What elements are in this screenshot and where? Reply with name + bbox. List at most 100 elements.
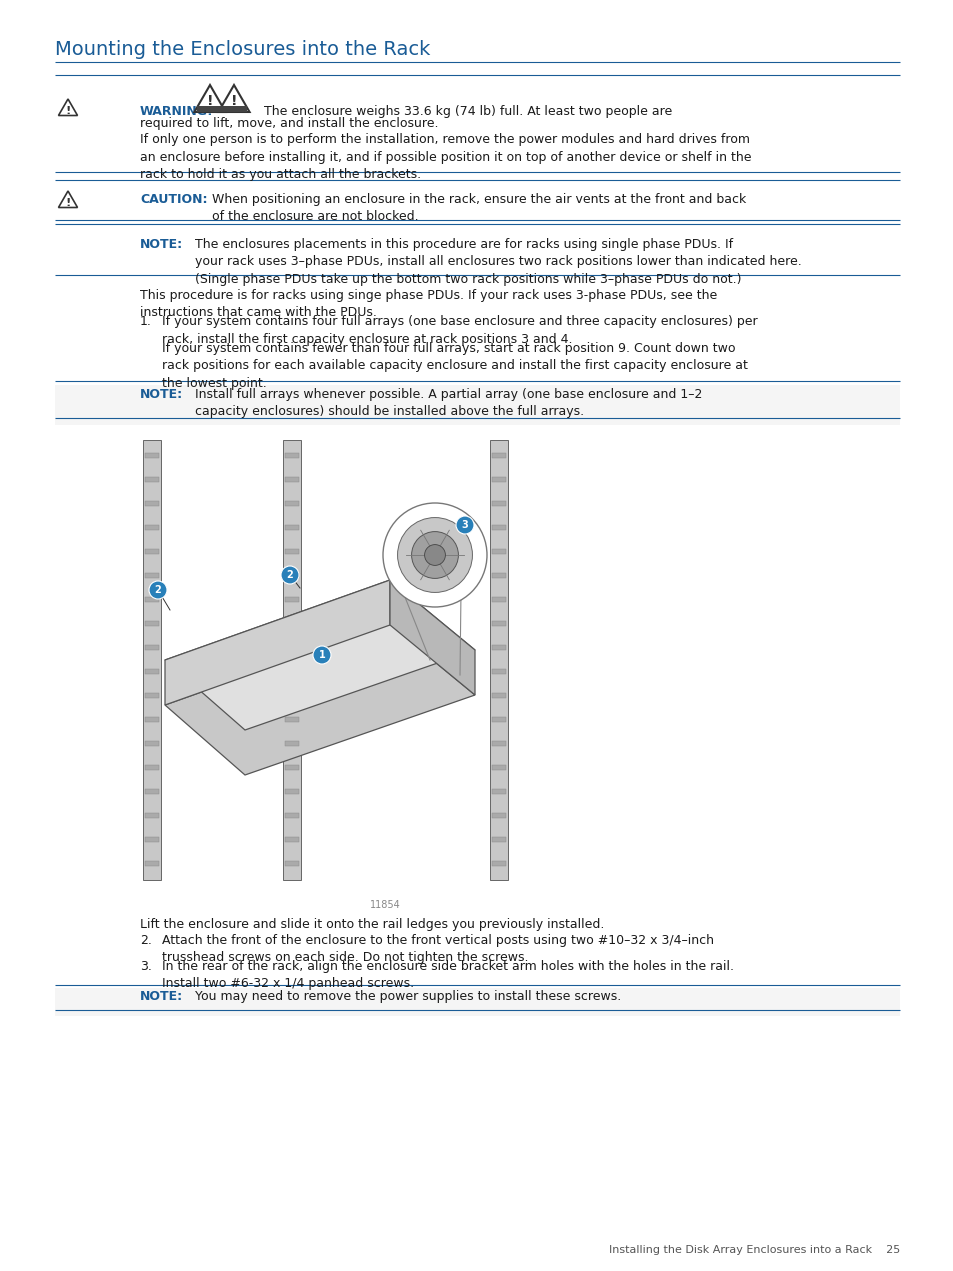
Text: You may need to remove the power supplies to install these screws.: You may need to remove the power supplie… <box>194 990 620 1003</box>
Text: !: ! <box>65 105 71 116</box>
Polygon shape <box>165 580 475 730</box>
Text: If only one person is to perform the installation, remove the power modules and : If only one person is to perform the ins… <box>140 133 751 180</box>
Bar <box>285 477 298 482</box>
Bar <box>145 813 159 819</box>
Circle shape <box>281 566 298 583</box>
Polygon shape <box>165 580 390 705</box>
Bar <box>492 717 505 722</box>
Text: !: ! <box>207 94 213 108</box>
Text: When positioning an enclosure in the rack, ensure the air vents at the front and: When positioning an enclosure in the rac… <box>212 193 745 224</box>
Polygon shape <box>165 625 475 775</box>
Bar <box>285 644 298 649</box>
Bar <box>492 860 505 866</box>
Bar <box>145 693 159 698</box>
Bar <box>492 452 505 458</box>
Bar <box>285 838 298 841</box>
Bar <box>492 838 505 841</box>
Bar <box>285 452 298 458</box>
Bar <box>285 741 298 746</box>
Bar <box>492 693 505 698</box>
Bar <box>492 669 505 674</box>
Bar <box>492 741 505 746</box>
Bar <box>285 549 298 554</box>
Text: required to lift, move, and install the enclosure.: required to lift, move, and install the … <box>140 117 438 130</box>
Bar <box>197 105 222 112</box>
Bar <box>145 597 159 602</box>
Bar <box>143 440 161 880</box>
Bar <box>145 549 159 554</box>
Bar <box>285 813 298 819</box>
Bar <box>145 838 159 841</box>
Text: The enclosures placements in this procedure are for racks using single phase PDU: The enclosures placements in this proced… <box>194 238 801 286</box>
Bar <box>285 525 298 530</box>
Bar <box>145 717 159 722</box>
Circle shape <box>397 517 472 592</box>
Bar <box>285 573 298 578</box>
Circle shape <box>411 531 458 578</box>
Text: Installing the Disk Array Enclosures into a Rack    25: Installing the Disk Array Enclosures int… <box>608 1246 899 1254</box>
Text: If your system contains four full arrays (one base enclosure and three capacity : If your system contains four full arrays… <box>162 315 757 346</box>
Bar <box>145 789 159 794</box>
Circle shape <box>149 581 167 599</box>
Text: 2: 2 <box>286 569 294 580</box>
Text: If your system contains fewer than four full arrays, start at rack position 9. C: If your system contains fewer than four … <box>162 342 747 390</box>
Bar <box>492 477 505 482</box>
Text: 3: 3 <box>461 520 468 530</box>
Bar <box>492 597 505 602</box>
Bar <box>145 860 159 866</box>
Circle shape <box>456 516 474 534</box>
Text: 1.: 1. <box>140 315 152 328</box>
Bar <box>492 813 505 819</box>
Bar <box>492 644 505 649</box>
Bar <box>492 501 505 506</box>
Text: CAUTION:: CAUTION: <box>140 193 208 206</box>
Bar <box>285 501 298 506</box>
Circle shape <box>313 646 331 663</box>
Circle shape <box>424 544 445 566</box>
Bar <box>285 622 298 627</box>
Bar <box>145 573 159 578</box>
Bar <box>145 644 159 649</box>
Bar <box>55 385 899 425</box>
Text: NOTE:: NOTE: <box>140 238 183 250</box>
Bar <box>145 765 159 770</box>
Bar <box>145 741 159 746</box>
Text: !: ! <box>65 198 71 208</box>
Bar <box>492 525 505 530</box>
Bar <box>145 477 159 482</box>
Text: NOTE:: NOTE: <box>140 990 183 1003</box>
Bar <box>145 622 159 627</box>
Bar <box>285 669 298 674</box>
Bar <box>145 525 159 530</box>
Circle shape <box>382 503 486 608</box>
Bar <box>283 440 301 880</box>
Bar <box>285 717 298 722</box>
Bar <box>285 789 298 794</box>
Polygon shape <box>390 580 475 695</box>
Bar <box>55 988 899 1016</box>
Bar <box>492 765 505 770</box>
Text: Attach the front of the enclosure to the front vertical posts using two #10–32 x: Attach the front of the enclosure to the… <box>162 934 713 965</box>
Text: In the rear of the rack, align the enclosure side bracket arm holes with the hol: In the rear of the rack, align the enclo… <box>162 960 733 990</box>
Text: This procedure is for racks using singe phase PDUs. If your rack uses 3-phase PD: This procedure is for racks using singe … <box>140 289 717 319</box>
Bar <box>492 573 505 578</box>
Text: 2: 2 <box>154 585 161 595</box>
Text: Mounting the Enclosures into the Rack: Mounting the Enclosures into the Rack <box>55 39 430 58</box>
Bar <box>492 622 505 627</box>
Bar <box>285 765 298 770</box>
Text: 11854: 11854 <box>370 900 400 910</box>
Text: 3.: 3. <box>140 960 152 974</box>
Bar <box>285 693 298 698</box>
Text: NOTE:: NOTE: <box>140 388 183 400</box>
Text: The enclosure weighs 33.6 kg (74 lb) full. At least two people are: The enclosure weighs 33.6 kg (74 lb) ful… <box>264 105 672 118</box>
Bar <box>221 105 246 112</box>
Text: Lift the enclosure and slide it onto the rail ledges you previously installed.: Lift the enclosure and slide it onto the… <box>140 918 604 930</box>
Bar <box>145 501 159 506</box>
Bar <box>285 860 298 866</box>
Bar <box>145 669 159 674</box>
Text: 2.: 2. <box>140 934 152 947</box>
Text: 1: 1 <box>318 649 325 660</box>
Text: WARNING!: WARNING! <box>140 105 213 118</box>
Bar <box>145 452 159 458</box>
Text: Install full arrays whenever possible. A partial array (one base enclosure and 1: Install full arrays whenever possible. A… <box>194 388 701 418</box>
